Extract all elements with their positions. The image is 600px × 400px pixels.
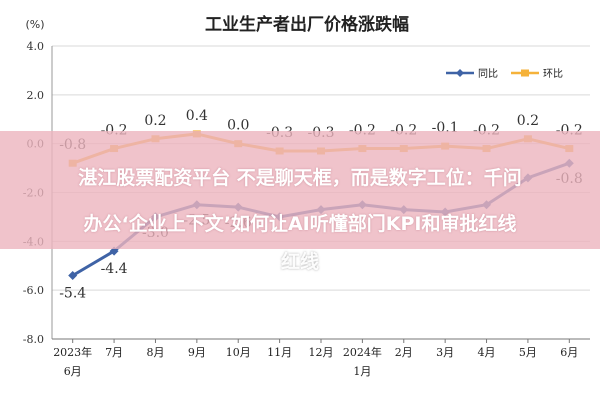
- banner-line-3: 红线: [280, 251, 319, 273]
- x-tick-label: 9月: [188, 346, 206, 359]
- legend: 同比 环比: [446, 68, 563, 80]
- x-tick-label: 1月: [353, 365, 371, 378]
- x-tick-label: 3月: [436, 346, 454, 359]
- legend-label: 环比: [543, 68, 563, 80]
- x-tick-label: 11月: [267, 346, 292, 359]
- chart-title: 工业生产者出厂价格涨跌幅: [205, 14, 409, 35]
- data-label: 0.0: [227, 118, 249, 134]
- banner-line-2: 办公‘企业上下文’如何让AI听懂部门KPI和审批红线: [83, 213, 517, 235]
- legend-label: 同比: [478, 68, 498, 80]
- legend-marker: [456, 69, 464, 77]
- x-tick-label: 8月: [146, 346, 164, 359]
- data-label: 0.4: [186, 108, 208, 124]
- data-label: -4.4: [101, 261, 128, 277]
- data-label: 0.2: [517, 113, 539, 129]
- y-tick-label: 2.0: [27, 89, 45, 102]
- banner-line-1: 湛江股票配资平台 不是聊天框，而是数字工位：千问: [78, 167, 522, 189]
- x-tick-label: 7月: [105, 346, 123, 359]
- x-tick-label: 2月: [395, 346, 413, 359]
- x-tick-label: 6月: [560, 346, 578, 359]
- watermark-banner: 湛江股票配资平台 不是聊天框，而是数字工位：千问 办公‘企业上下文’如何让AI听…: [0, 131, 600, 273]
- legend-marker: [521, 69, 529, 77]
- x-tick-label: 12月: [309, 346, 334, 359]
- data-label: 0.2: [144, 113, 166, 129]
- x-tick-label: 2024年: [343, 345, 382, 359]
- data-label: -5.4: [59, 286, 86, 302]
- y-tick-label: -8.0: [23, 333, 44, 346]
- y-tick-label: 4.0: [27, 40, 45, 53]
- y-unit-label: (%): [25, 18, 44, 31]
- y-tick-label: -6.0: [23, 284, 44, 297]
- x-tick-label: 4月: [478, 346, 496, 359]
- x-tick-label: 5月: [519, 346, 537, 359]
- x-axis: 2023年 6月 7月 8月 9月 10月 11月 12月 2024年 1月 2月 3月 4月 5月 6月: [52, 338, 590, 378]
- x-tick-label: 10月: [226, 346, 251, 359]
- data-point: [68, 271, 78, 281]
- x-tick-label: 6月: [64, 365, 82, 378]
- x-tick-label: 2023年: [53, 345, 92, 359]
